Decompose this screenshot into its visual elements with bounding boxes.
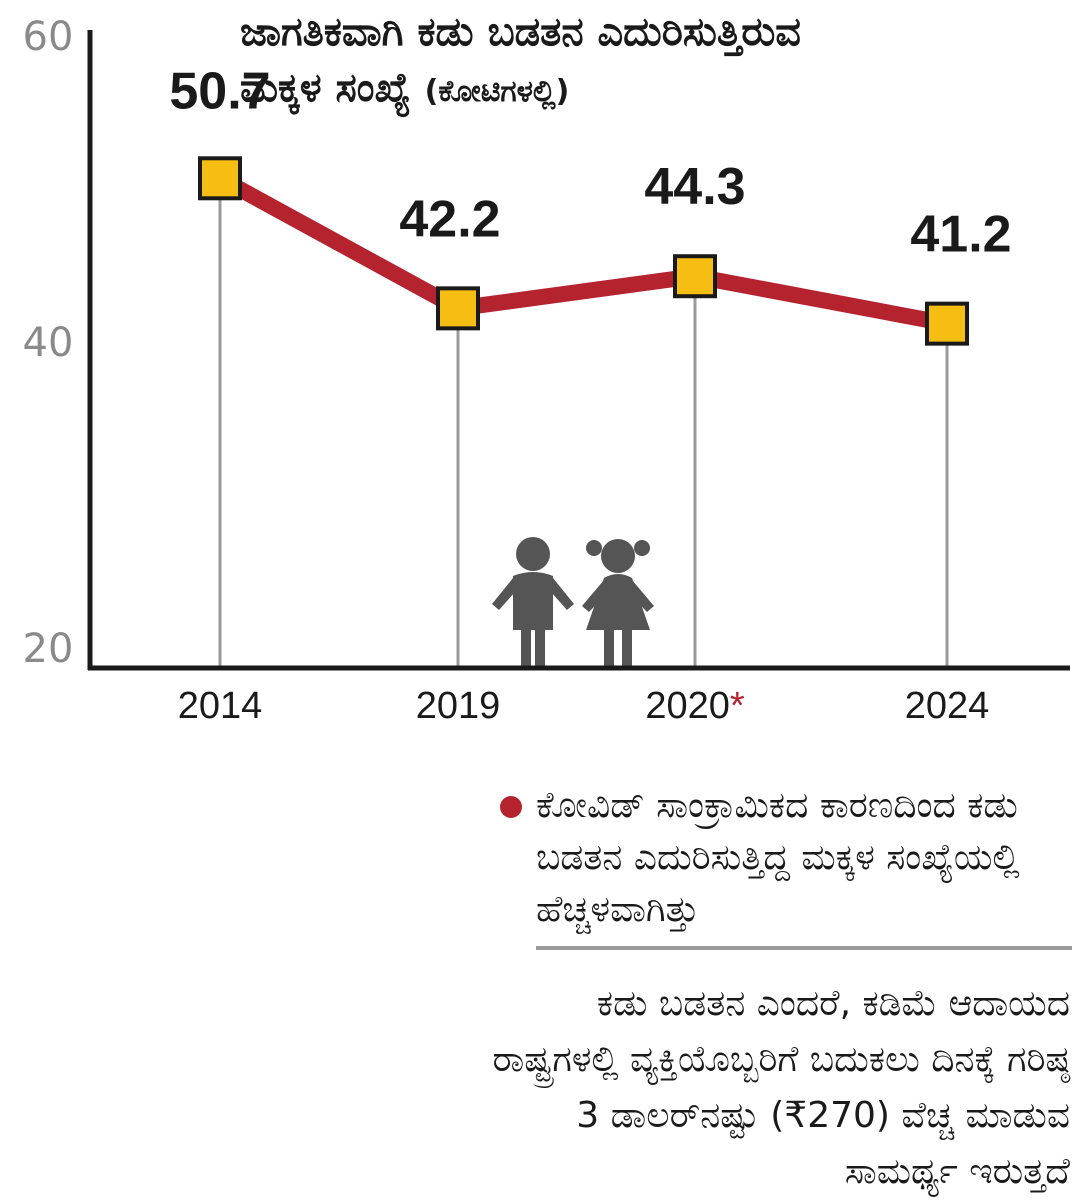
y-tick-label: 20: [23, 626, 74, 672]
divider: [536, 946, 1072, 950]
footnote-asterisk: *: [730, 685, 745, 727]
data-point: [673, 254, 717, 299]
x-tick-label: 2019: [416, 685, 501, 727]
subtitle-text: ಮಕ್ಕಳ ಸಂಖ್ಯೆ: [240, 65, 411, 111]
data-point: [925, 301, 969, 346]
covid-note: ಕೋವಿಡ್ ಸಾಂಕ್ರಾಮಿಕದ ಕಾರಣದಿಂದ ಕಡು ಬಡತನ ಎದು…: [500, 780, 1079, 936]
series-path: [212, 170, 955, 332]
x-axis-labels: 2014 2019 2020* 2024: [178, 685, 990, 727]
y-axis-ticks: 60 40 20: [23, 14, 74, 672]
title-line: ಜಾಗತಿಕವಾಗಿ ಕಡು ಬಡತನ ಎದುರಿಸುತ್ತಿರುವ: [240, 9, 801, 55]
chart-title: ಜಾಗತಿಕವಾಗಿ ಕಡು ಬಡತನ ಎದುರಿಸುತ್ತಿರುವ ಮಕ್ಕಳ…: [240, 4, 1040, 120]
x-tick-label: 2024: [905, 685, 990, 727]
markers: [198, 156, 969, 346]
series-line: [212, 170, 955, 332]
x-tick-label: 2014: [178, 685, 263, 727]
definition-text: ಕಡು ಬಡತನ ಎಂದರೆ, ಕಡಿಮೆ ಆದಾಯದ ರಾಷ್ಟ್ರಗಳಲ್ಲ…: [492, 983, 1070, 1192]
data-point: [198, 156, 242, 201]
y-tick-label: 60: [23, 14, 74, 60]
data-label: 44.3: [644, 158, 745, 216]
unit-label: (ಕೋಟಿಗಳಲ್ಲಿ): [424, 74, 570, 109]
drop-lines: [218, 178, 949, 668]
data-labels: 50.7 42.2 44.3 41.2: [169, 62, 1011, 263]
y-tick-label: 40: [23, 320, 74, 366]
axes: [87, 30, 1070, 671]
x-tick-label: 2020*: [645, 685, 745, 727]
data-label: 41.2: [910, 206, 1011, 264]
note-marker: [500, 796, 522, 818]
data-label: 42.2: [399, 190, 500, 248]
subtitle-line: ಮಕ್ಕಳ ಸಂಖ್ಯೆ (ಕೋಟಿಗಳಲ್ಲಿ): [240, 60, 1040, 120]
data-label: 50.7: [169, 62, 270, 120]
line-chart: 60 40 20 50.7 42.2 44.3 41.2 2014 2019 2020* 202…: [23, 14, 1070, 727]
data-point: [436, 286, 480, 331]
children-icon: [492, 537, 654, 668]
note-text: ಕೋವಿಡ್ ಸಾಂಕ್ರಾಮಿಕದ ಕಾರಣದಿಂದ ಕಡು ಬಡತನ ಎದು…: [536, 785, 1020, 930]
